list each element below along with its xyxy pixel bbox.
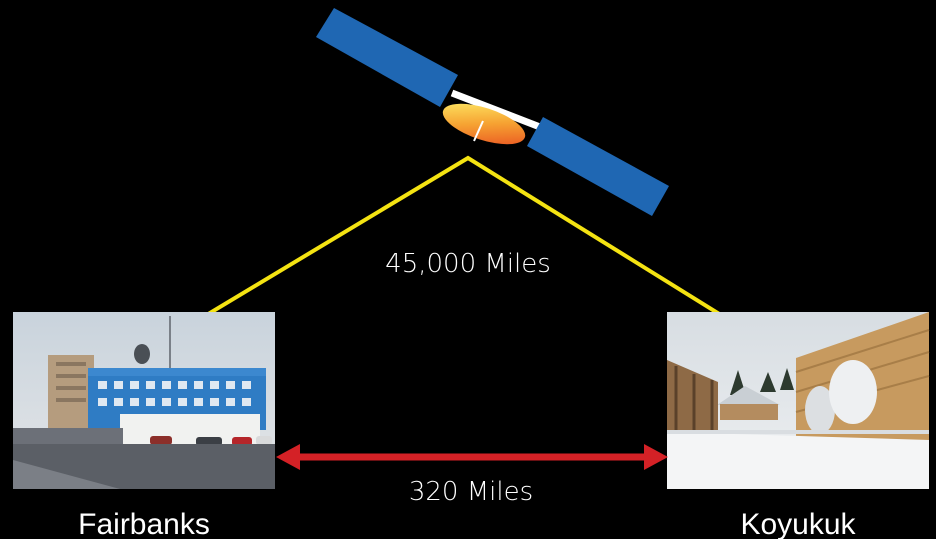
satellite-distance-label: 45,000 Miles — [385, 249, 551, 279]
koyukuk-photo — [667, 312, 930, 489]
satellite-dish — [442, 103, 526, 145]
location-label-koyukuk: Koyukuk — [740, 508, 856, 539]
dish-feed — [473, 120, 484, 142]
ground-distance-label: 320 Miles — [409, 477, 533, 507]
location-label-fairbanks: Fairbanks — [78, 508, 210, 539]
ground-distance-arrow — [276, 444, 668, 470]
arrowhead-left-icon — [276, 444, 300, 470]
solar-panel-left — [316, 8, 458, 107]
arrowhead-right-icon — [644, 444, 668, 470]
solar-panel-right — [527, 117, 669, 216]
satellite — [316, 8, 669, 216]
fairbanks-photo — [13, 312, 275, 489]
satellite-boom — [450, 89, 542, 131]
